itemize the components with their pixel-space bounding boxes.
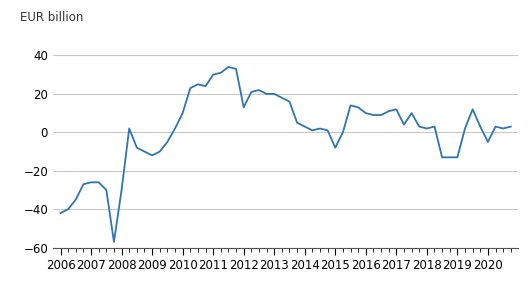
Text: EUR billion: EUR billion xyxy=(20,11,84,24)
